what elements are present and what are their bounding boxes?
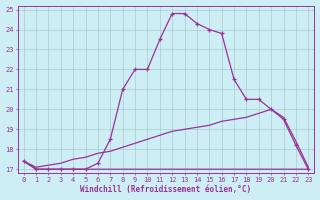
X-axis label: Windchill (Refroidissement éolien,°C): Windchill (Refroidissement éolien,°C): [80, 185, 252, 194]
